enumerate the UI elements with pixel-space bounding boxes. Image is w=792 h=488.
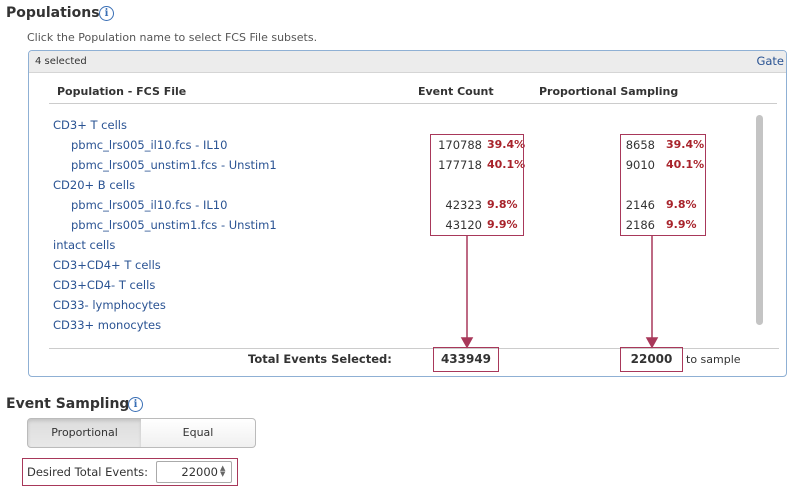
total-events: 433949 bbox=[433, 347, 499, 372]
total-rule bbox=[49, 348, 779, 349]
desired-value: 22000 bbox=[181, 465, 218, 479]
desired-box bbox=[22, 458, 238, 486]
header-rule bbox=[49, 103, 777, 104]
file-name[interactable]: pbmc_lrs005_il10.fcs - IL10 bbox=[71, 138, 228, 152]
event-count: 43120 bbox=[445, 218, 482, 232]
selected-count: 4 selected bbox=[35, 56, 87, 67]
info-icon[interactable]: i bbox=[99, 6, 114, 21]
population-name[interactable]: CD20+ B cells bbox=[53, 178, 136, 192]
file-name[interactable]: pbmc_lrs005_unstim1.fcs - Unstim1 bbox=[71, 218, 277, 232]
event-count: 170788 bbox=[438, 138, 482, 152]
info-icon[interactable]: i bbox=[128, 397, 143, 412]
event-percent: 9.9% bbox=[487, 218, 518, 231]
equal-button[interactable]: Equal bbox=[141, 418, 256, 448]
event-percent: 39.4% bbox=[487, 138, 526, 151]
column-header: Population - FCS File bbox=[57, 85, 187, 98]
event-count: 177718 bbox=[438, 158, 482, 172]
arrow-head bbox=[645, 337, 659, 349]
sample-count: 2146 bbox=[625, 198, 655, 212]
file-name[interactable]: pbmc_lrs005_unstim1.fcs - Unstim1 bbox=[71, 158, 277, 172]
sample-total: 22000 bbox=[620, 347, 683, 372]
populations-panel: 4 selected Gate bbox=[28, 50, 787, 377]
desired-input[interactable] bbox=[156, 461, 232, 483]
population-name[interactable]: CD33+ monocytes bbox=[53, 318, 162, 332]
desired-label: Desired Total Events: bbox=[27, 465, 148, 479]
gate-link[interactable]: Gate bbox=[756, 54, 784, 68]
file-name[interactable]: pbmc_lrs005_il10.fcs - IL10 bbox=[71, 198, 228, 212]
sample-count: 8658 bbox=[625, 138, 655, 152]
event-percent: 40.1% bbox=[487, 158, 526, 171]
spinner[interactable]: ▲ ▼ bbox=[220, 464, 226, 478]
population-name[interactable]: CD3+ T cells bbox=[53, 118, 127, 132]
sample-count: 2186 bbox=[625, 218, 655, 232]
populations-title: Populations bbox=[6, 5, 100, 21]
population-name[interactable]: CD3+CD4- T cells bbox=[53, 278, 156, 292]
panel-header bbox=[29, 51, 786, 73]
scrollbar[interactable] bbox=[756, 115, 763, 325]
instruction: Click the Population name to select FCS … bbox=[27, 31, 318, 44]
column-header: Proportional Sampling bbox=[539, 85, 679, 98]
total-label: Total Events Selected: bbox=[248, 352, 392, 366]
sample-count: 9010 bbox=[625, 158, 655, 172]
sample-percent: 9.9% bbox=[666, 218, 697, 231]
highlight-box bbox=[620, 134, 706, 236]
population-name[interactable]: CD33- lymphocytes bbox=[53, 298, 166, 312]
highlight-box bbox=[430, 134, 524, 236]
sample-percent: 40.1% bbox=[666, 158, 705, 171]
population-name[interactable]: intact cells bbox=[53, 238, 116, 252]
event-count: 42323 bbox=[445, 198, 482, 212]
population-name[interactable]: CD3+CD4+ T cells bbox=[53, 258, 161, 272]
event-sampling-title: Event Sampling bbox=[6, 396, 130, 412]
event-percent: 9.8% bbox=[487, 198, 518, 211]
sample-percent: 39.4% bbox=[666, 138, 705, 151]
arrow-head bbox=[460, 337, 474, 349]
sample-suffix: to sample bbox=[686, 353, 741, 366]
column-header: Event Count bbox=[418, 85, 494, 98]
sample-percent: 9.8% bbox=[666, 198, 697, 211]
proportional-button[interactable]: Proportional bbox=[27, 418, 142, 448]
